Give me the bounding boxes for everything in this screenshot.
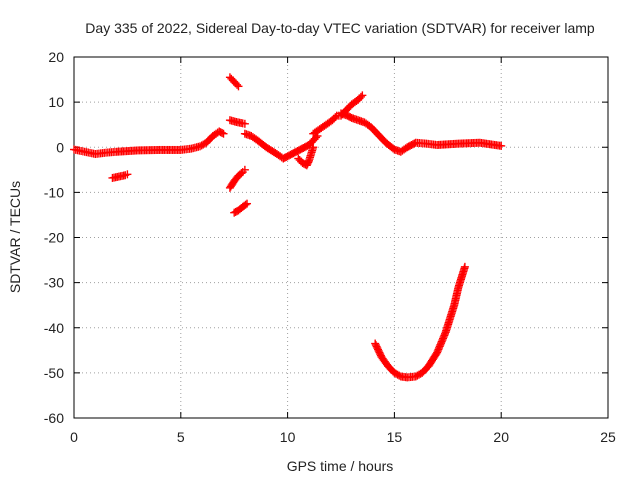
x-tick-label: 5 — [177, 429, 185, 445]
data-point — [219, 129, 228, 138]
y-tick-label: 20 — [48, 49, 64, 65]
x-axis-label: GPS time / hours — [287, 458, 394, 474]
y-tick-label: -40 — [44, 320, 64, 336]
data-point — [309, 143, 318, 152]
y-tick-label: -20 — [44, 230, 64, 246]
y-tick-label: -60 — [44, 410, 64, 426]
x-tick-label: 10 — [280, 429, 296, 445]
y-tick-label: -30 — [44, 275, 64, 291]
x-tick-label: 0 — [70, 429, 78, 445]
y-tick-label: -50 — [44, 365, 64, 381]
data-point — [234, 82, 243, 91]
x-tick-label: 25 — [600, 429, 616, 445]
data-point — [123, 170, 132, 179]
y-axis-label: SDTVAR / TECUs — [7, 181, 23, 293]
data-point-interp — [356, 92, 365, 101]
chart-title: Day 335 of 2022, Sidereal Day-to-day VTE… — [85, 20, 595, 36]
data-point — [243, 199, 252, 208]
x-tick-label: 15 — [387, 429, 403, 445]
grid-lines — [74, 57, 608, 418]
data-point — [240, 119, 249, 128]
data-point-interp — [241, 200, 250, 209]
y-tick-label: -10 — [44, 184, 64, 200]
data-point-interp — [233, 80, 242, 89]
data-point-interp — [218, 128, 227, 137]
x-tick-label: 20 — [493, 429, 509, 445]
data-point-interp — [237, 169, 246, 178]
axis-ticks: 0 5 10 15 20 25 20 10 0 -10 -20 -30 -40 -50 -60 — [44, 49, 616, 445]
data-point — [497, 141, 506, 150]
data-point — [460, 262, 469, 271]
data-point — [240, 165, 249, 174]
y-tick-label: 10 — [48, 94, 64, 110]
data-point — [358, 91, 367, 100]
data-point-interp — [331, 113, 340, 122]
y-tick-label: 0 — [56, 139, 64, 155]
data-points — [70, 73, 506, 382]
